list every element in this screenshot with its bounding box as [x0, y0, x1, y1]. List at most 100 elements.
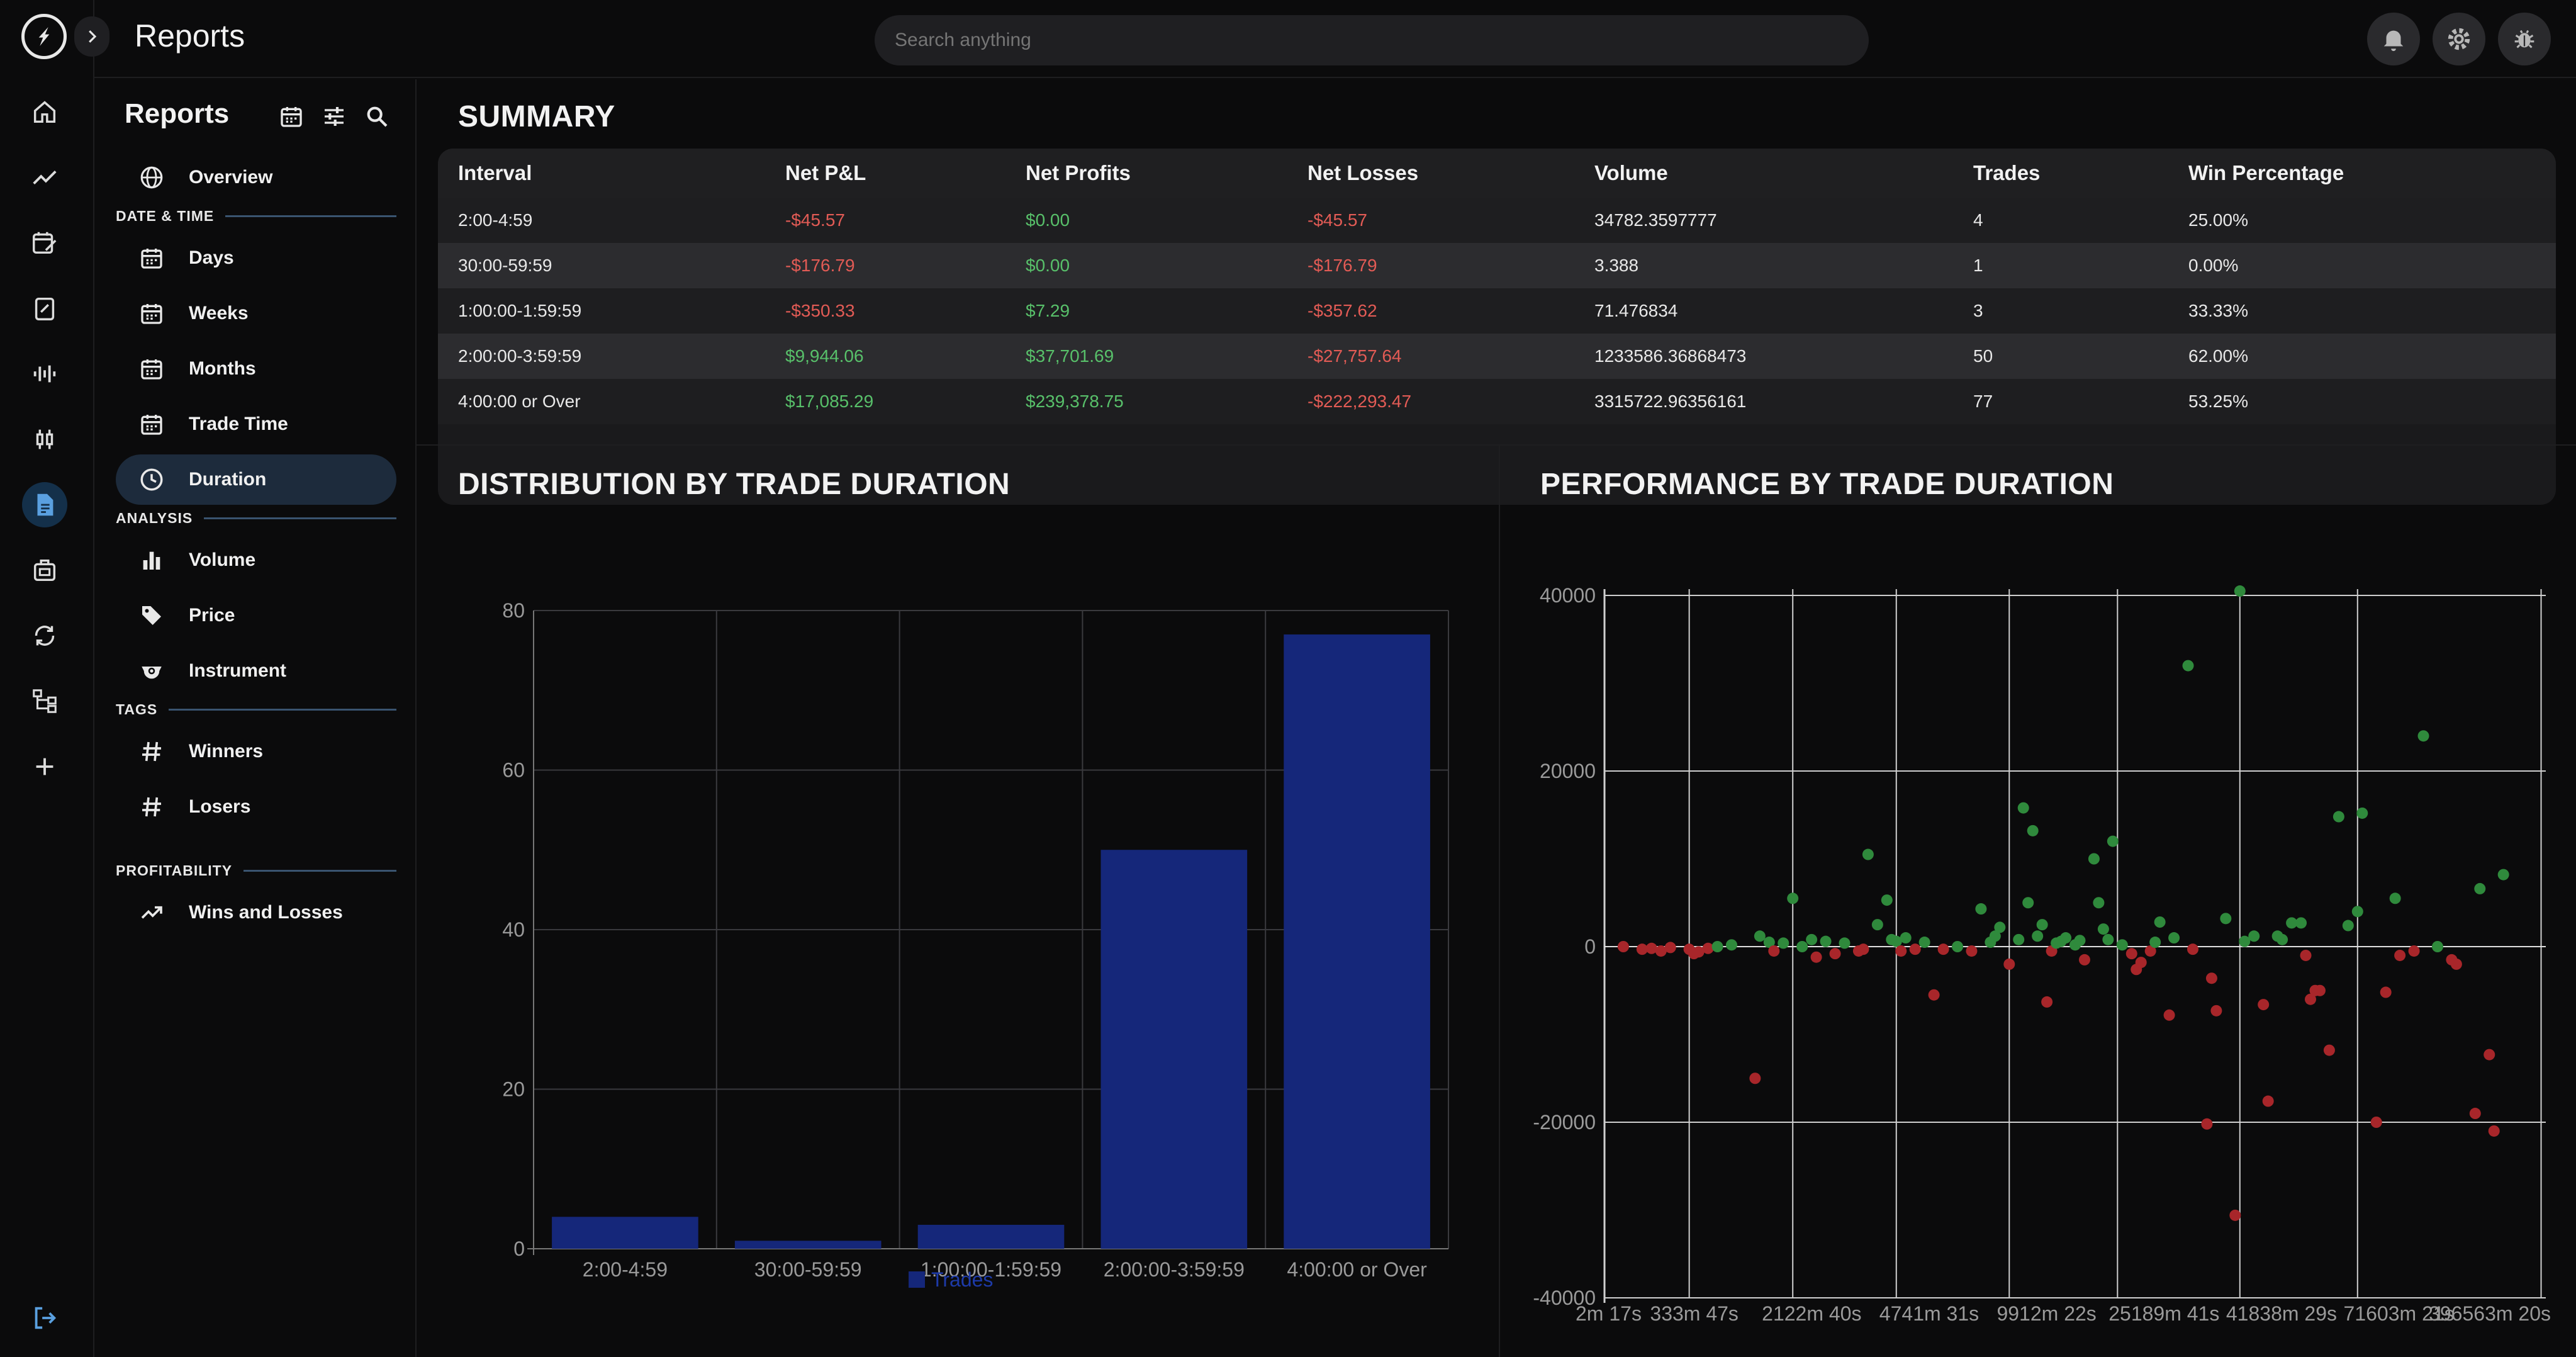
scatter-point [2078, 954, 2090, 966]
table-cell: 33.33% [2188, 301, 2248, 320]
scatter-point [1862, 848, 1874, 860]
scatter-point [2088, 853, 2100, 865]
briefcase-icon[interactable] [22, 548, 67, 593]
column-header[interactable]: Net Losses [1308, 161, 1419, 184]
scatter-point [2248, 930, 2260, 942]
sync-icon[interactable] [22, 613, 67, 658]
scatter-point [1636, 943, 1648, 955]
scatter-point [2276, 933, 2288, 945]
column-header[interactable]: Net Profits [1026, 161, 1131, 184]
tree-icon[interactable] [22, 678, 67, 724]
scatter-point [2201, 1118, 2213, 1130]
table-cell: 4:00:00 or Over [458, 391, 581, 411]
scatter-point [2239, 935, 2251, 947]
scatter-point [1787, 892, 1799, 904]
top-bar: Reports [94, 0, 2576, 78]
sidebar-item-days[interactable]: Days [116, 233, 396, 283]
column-header[interactable]: Net P&L [785, 161, 866, 184]
scatter-point [1952, 941, 1963, 952]
table-cell: 3.388 [1594, 256, 1639, 275]
scatter-point [2013, 933, 2025, 945]
scatter-point [2205, 972, 2217, 984]
trend-icon[interactable] [22, 155, 67, 200]
calendar-icon [137, 354, 166, 383]
x-tick-label: 2:00-4:59 [583, 1258, 668, 1281]
bell-icon[interactable] [2367, 13, 2420, 65]
calendar-icon [137, 410, 166, 439]
scatter-point [2102, 933, 2114, 945]
sliders-icon[interactable] [320, 102, 349, 131]
home-icon[interactable] [22, 89, 67, 135]
sidebar-item-weeks[interactable]: Weeks [116, 288, 396, 339]
sidebar-item-wins-and-losses[interactable]: Wins and Losses [116, 887, 396, 938]
sidebar-item-duration[interactable]: Duration [116, 454, 396, 505]
clock-icon [137, 465, 166, 494]
search-icon[interactable] [362, 102, 391, 131]
column-header[interactable]: Trades [1973, 161, 2041, 184]
column-header[interactable]: Interval [458, 161, 532, 184]
icon-rail [0, 0, 109, 1357]
table-cell: 0.00% [2188, 256, 2239, 275]
scatter-point [2342, 920, 2354, 932]
table-cell: 3315722.96356161 [1594, 391, 1747, 411]
scatter-point [2356, 807, 2368, 819]
table-cell: 4 [1973, 210, 1983, 230]
sidebar-item-label: Losers [189, 796, 251, 817]
table-cell: -$45.57 [785, 210, 845, 230]
column-header[interactable]: Volume [1594, 161, 1668, 184]
search-input[interactable] [875, 15, 1869, 65]
sidebar-item-price[interactable]: Price [116, 590, 396, 641]
scatter-point [2389, 892, 2401, 904]
table-cell: $0.00 [1026, 210, 1070, 230]
waveform-icon[interactable] [22, 351, 67, 397]
bar [734, 1241, 882, 1249]
sidebar-item-label: Volume [189, 549, 256, 570]
scatter-point [1763, 937, 1775, 949]
table-cell: $0.00 [1026, 256, 1070, 275]
sidebar-item-winners[interactable]: Winners [116, 726, 396, 777]
sidebar-item-trade-time[interactable]: Trade Time [116, 399, 396, 449]
clipboard-icon[interactable] [22, 286, 67, 331]
scatter-point [2149, 937, 2161, 949]
plus-icon[interactable] [22, 744, 67, 789]
bug-icon[interactable] [2498, 13, 2551, 65]
app-logo-icon[interactable] [21, 14, 67, 59]
column-header[interactable]: Win Percentage [2188, 161, 2344, 184]
sidebar-item-overview[interactable]: Overview [116, 152, 396, 203]
scatter-point [2163, 1009, 2175, 1021]
scatter-point [2488, 1125, 2500, 1137]
gear-icon[interactable] [2433, 13, 2485, 65]
x-tick-label: 9912m 22s [1996, 1302, 2096, 1325]
table-cell: -$176.79 [1308, 256, 1377, 275]
table-cell: -$45.57 [1308, 210, 1367, 230]
table-cell: 1233586.36868473 [1594, 346, 1747, 366]
scatter-point [1796, 941, 1808, 952]
calendar-icon[interactable] [277, 102, 306, 131]
x-tick-label: 2:00:00-3:59:59 [1104, 1258, 1245, 1281]
sidebar-item-months[interactable]: Months [116, 344, 396, 394]
logout-icon[interactable] [22, 1295, 67, 1341]
scatter-point [2450, 958, 2462, 970]
table-cell: 1 [1973, 256, 1983, 275]
sidebar-item-losers[interactable]: Losers [116, 782, 396, 832]
scatter-point [2474, 882, 2486, 894]
section-profitability: PROFITABILITY [116, 862, 396, 879]
section-analysis: ANALYSIS [116, 510, 396, 527]
calendar-edit-icon[interactable] [22, 220, 67, 266]
y-tick-label: 0 [513, 1237, 525, 1260]
section-date-time: DATE & TIME [116, 208, 396, 225]
scatter-point [1725, 939, 1737, 951]
scatter-point [1890, 935, 1902, 947]
report-icon[interactable] [22, 482, 67, 527]
scatter-point [1617, 941, 1629, 952]
sidebar-item-volume[interactable]: Volume [116, 535, 396, 585]
scatter-point [2107, 835, 2119, 847]
table-cell: $7.29 [1026, 301, 1070, 320]
x-tick-label: 71603m 21s [2344, 1302, 2455, 1325]
summary-title: SUMMARY [458, 100, 615, 133]
sidebar-item-instrument[interactable]: Instrument [116, 646, 396, 696]
scatter-point [2295, 917, 2307, 929]
candles-icon[interactable] [22, 417, 67, 462]
expand-sidebar-button[interactable] [74, 16, 109, 57]
y-tick-label: -40000 [1533, 1287, 1596, 1309]
